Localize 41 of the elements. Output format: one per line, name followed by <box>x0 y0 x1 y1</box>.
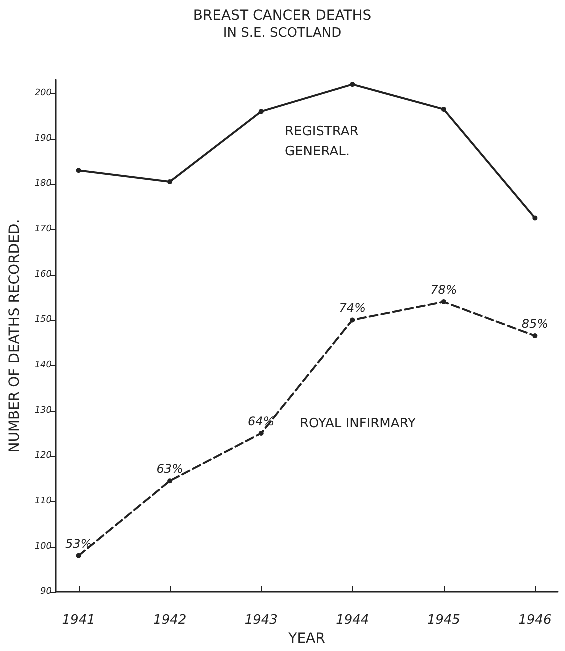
chart-subtitle: IN S.E. SCOTLAND <box>223 26 342 41</box>
y-tick-label: 170 <box>34 224 52 235</box>
annotation: 85% <box>522 317 549 332</box>
y-tick-label: 110 <box>34 496 52 506</box>
y-tick-label: 100 <box>34 542 52 552</box>
y-tick-label: 150 <box>34 315 52 326</box>
annotation: 74% <box>339 301 366 316</box>
x-tick-label: 1941 <box>62 613 96 628</box>
point <box>532 216 538 221</box>
series-label: REGISTRAR GENERAL. <box>285 124 363 160</box>
chart-title: BREAST CANCER DEATHS <box>193 8 372 24</box>
point <box>168 179 173 184</box>
point <box>350 318 356 323</box>
y-tick-label: 200 <box>34 88 52 99</box>
x-tick-label: 1944 <box>336 613 370 628</box>
point <box>76 168 82 174</box>
series-label: ROYAL INFIRMARY <box>300 416 416 432</box>
point <box>258 430 264 436</box>
x-axis-title: YEAR <box>288 631 326 647</box>
point <box>76 553 82 558</box>
annotation: 63% <box>156 462 184 476</box>
point <box>168 478 173 484</box>
y-tick-label: 180 <box>34 179 52 190</box>
point <box>350 82 356 88</box>
y-tick-label: 90 <box>40 587 52 598</box>
y-tick-label: 160 <box>34 270 52 280</box>
y-tick-label: 130 <box>34 406 52 416</box>
y-tick-label: 190 <box>34 134 52 144</box>
point <box>441 106 446 112</box>
x-tick-label: 1942 <box>154 613 187 628</box>
point <box>258 109 264 114</box>
y-tick-label: 120 <box>34 451 52 462</box>
y-tick-label: 140 <box>34 360 52 371</box>
x-tick-label: 1943 <box>244 613 278 628</box>
annotation: 64% <box>248 414 275 428</box>
y-axis-title: NUMBER OF DEATHS RECORDED. <box>7 219 23 453</box>
point <box>441 300 446 305</box>
x-tick-label: 1946 <box>518 613 552 628</box>
point <box>532 334 538 339</box>
annotation: 78% <box>430 283 458 298</box>
x-tick-label: 1945 <box>427 613 460 628</box>
